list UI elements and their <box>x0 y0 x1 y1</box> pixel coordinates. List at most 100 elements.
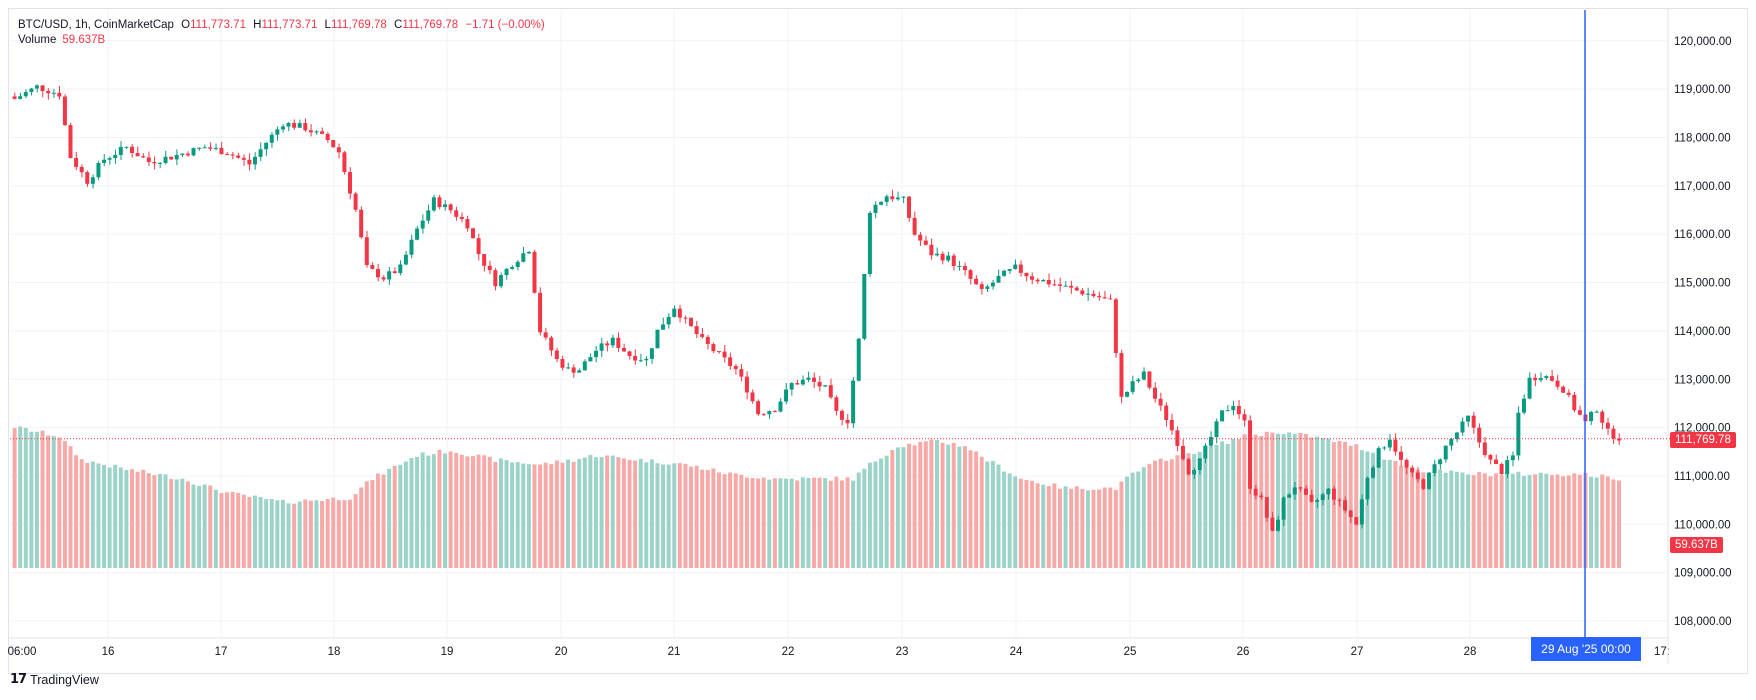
candle-body <box>118 146 123 155</box>
candle-body <box>85 172 90 184</box>
candle-body <box>392 271 397 273</box>
volume-label[interactable]: Volume <box>18 34 57 46</box>
candle-body <box>705 336 710 345</box>
volume-bar <box>616 457 621 568</box>
volume-bar <box>851 480 856 568</box>
volume-bar <box>471 456 475 568</box>
volume-value: 59.637B <box>62 34 106 46</box>
candle-body <box>146 157 151 163</box>
volume-bar <box>1158 458 1163 568</box>
volume-bar <box>1303 433 1308 568</box>
candle-body <box>806 377 811 380</box>
candle-body <box>1002 270 1007 276</box>
candle-body <box>68 125 73 158</box>
volume-bar <box>443 453 448 568</box>
volume-bar <box>68 446 73 568</box>
volume-bar <box>739 474 744 568</box>
candle-body <box>666 316 671 325</box>
volume-bar <box>940 442 945 568</box>
candle-body <box>1125 391 1130 397</box>
candle-body <box>1589 411 1594 422</box>
volume-bar <box>1136 471 1141 568</box>
legend: BTC/USD, 1h, CoinMarketCap O111,773.71 H… <box>18 17 545 34</box>
volume-bar <box>236 492 241 568</box>
volume-bar <box>655 463 660 568</box>
candle-body <box>515 261 520 267</box>
candle-body <box>1521 398 1526 413</box>
volume-bar <box>1153 460 1158 568</box>
candle-body <box>649 348 654 359</box>
candle-body <box>1477 427 1482 443</box>
candle-body <box>716 351 721 353</box>
volume-bar <box>1141 467 1146 568</box>
volume-bar <box>336 500 341 568</box>
volume-bar <box>683 463 688 568</box>
candle-body <box>1538 378 1543 381</box>
time-tick-label: 20 <box>555 646 568 658</box>
volume-bar <box>1516 471 1521 568</box>
candle-body <box>197 147 202 149</box>
time-tick-label: 28 <box>1464 646 1477 658</box>
volume-bar <box>767 479 772 568</box>
candle-body <box>610 337 615 346</box>
time-tick-label: 24 <box>1010 646 1023 658</box>
candle-body <box>1259 495 1264 498</box>
symbol-label[interactable]: BTC/USD, 1h, CoinMarketCap <box>18 19 174 31</box>
candle-body <box>1315 500 1320 502</box>
candle-body <box>1080 290 1085 295</box>
volume-bar <box>1046 486 1051 568</box>
time-tick-label: 17 <box>215 646 228 658</box>
time-tick-label: 18 <box>328 646 341 658</box>
volume-bar <box>79 459 84 568</box>
volume-bar <box>135 471 140 568</box>
candle-body <box>733 365 738 370</box>
volume-bar <box>230 491 235 568</box>
volume-bar <box>1080 488 1085 568</box>
time-tick-label: 25 <box>1124 646 1137 658</box>
volume-bar <box>1276 433 1280 568</box>
volume-bar <box>1393 460 1398 568</box>
volume-bar <box>163 474 168 568</box>
candle-body <box>236 155 241 158</box>
volume-bar <box>1225 443 1230 568</box>
volume-bar <box>90 461 95 568</box>
price-axis: 108,000.00 109,000.00 110,000.00 111,000.00… <box>1674 36 1732 628</box>
candle-body <box>1069 285 1074 288</box>
volume-bar <box>1119 481 1124 568</box>
candle-body <box>1214 421 1219 437</box>
volume-bar <box>772 478 777 568</box>
volume-bar <box>1024 479 1029 568</box>
candle-body <box>934 253 939 256</box>
candle-body <box>465 219 470 229</box>
volume-bar <box>57 437 62 568</box>
watermark-text: TradingView <box>30 672 99 687</box>
candle-body <box>113 154 118 159</box>
close-label: C <box>394 19 403 31</box>
candle-body <box>800 379 805 385</box>
tradingview-logo[interactable]: 17 TradingView <box>10 672 99 687</box>
volume-bar <box>890 450 895 568</box>
volume-bar <box>1443 472 1448 568</box>
price-tick-label: 116,000.00 <box>1674 229 1731 241</box>
volume-bar <box>812 477 816 568</box>
candle-body <box>577 370 582 373</box>
candle-body <box>739 369 744 377</box>
candle-body <box>1505 460 1510 475</box>
candle-body <box>974 278 979 285</box>
candle-body <box>381 277 386 280</box>
candle-body <box>409 239 414 255</box>
candle-body <box>823 385 828 387</box>
volume-bar <box>375 473 380 568</box>
price-tick-label: 111,000.00 <box>1674 471 1730 483</box>
time-tick-label: 23 <box>896 646 909 658</box>
candle-body <box>968 270 973 279</box>
volume-bar <box>102 464 107 568</box>
candle-body <box>1013 264 1018 270</box>
candle-body <box>325 133 330 141</box>
candle-body <box>873 204 878 213</box>
candle-body <box>923 240 928 245</box>
volume-bar <box>1438 469 1443 568</box>
candle-body <box>1415 472 1420 480</box>
candle-body <box>493 270 498 287</box>
